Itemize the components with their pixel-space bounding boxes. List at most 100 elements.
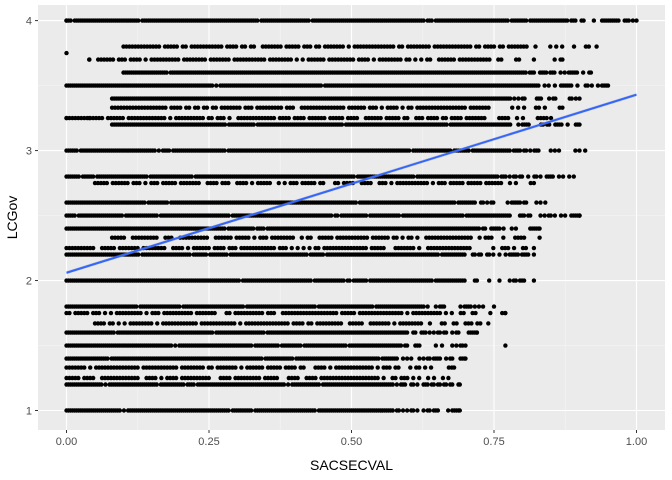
data-point <box>398 343 404 348</box>
data-point <box>528 148 533 153</box>
data-point <box>240 304 246 309</box>
data-point <box>577 122 582 127</box>
data-point <box>227 375 232 381</box>
data-point <box>497 252 502 257</box>
data-point <box>110 57 116 62</box>
data-point <box>394 235 399 240</box>
data-point <box>407 57 412 62</box>
data-point <box>400 408 406 413</box>
data-point <box>328 365 333 370</box>
data-point <box>179 245 185 251</box>
data-points <box>64 18 639 413</box>
data-point <box>478 252 484 257</box>
data-point <box>419 115 425 121</box>
data-point <box>375 365 380 370</box>
data-point <box>456 330 461 335</box>
data-point <box>363 245 369 251</box>
data-point <box>99 382 104 387</box>
data-point <box>538 96 544 101</box>
data-point <box>404 330 410 335</box>
data-point <box>375 375 380 381</box>
data-point <box>418 321 424 326</box>
data-point <box>204 235 210 240</box>
data-point <box>573 18 578 23</box>
data-point <box>85 310 90 316</box>
data-point <box>90 375 96 381</box>
data-point <box>144 174 149 179</box>
data-point <box>177 304 182 309</box>
data-point <box>538 213 543 218</box>
data-point <box>191 382 196 387</box>
data-point <box>413 330 418 335</box>
data-point <box>271 245 277 251</box>
data-point <box>501 235 506 240</box>
data-point <box>423 330 428 335</box>
data-point <box>429 18 434 23</box>
data-point <box>308 278 313 283</box>
data-point <box>526 122 531 127</box>
data-point <box>514 115 520 121</box>
data-point <box>259 310 265 316</box>
data-point <box>108 310 114 316</box>
data-point <box>274 375 280 381</box>
data-point <box>546 96 552 101</box>
data-point <box>122 57 128 62</box>
data-point <box>446 375 451 381</box>
data-point <box>536 83 541 88</box>
data-point <box>560 174 566 179</box>
data-point <box>421 356 426 361</box>
data-point <box>505 200 510 205</box>
data-point <box>411 375 416 381</box>
data-point <box>361 105 367 110</box>
data-point <box>463 343 468 348</box>
data-point <box>558 213 564 218</box>
data-point <box>424 180 430 186</box>
data-point <box>411 245 416 251</box>
data-point <box>105 356 110 361</box>
data-point <box>433 343 439 348</box>
data-point <box>581 18 586 23</box>
data-point <box>246 235 251 240</box>
data-point <box>513 174 519 179</box>
data-point <box>226 213 231 218</box>
data-point <box>96 310 102 316</box>
data-point <box>396 365 401 370</box>
data-point <box>409 235 414 240</box>
data-point <box>391 44 396 49</box>
data-point <box>242 44 248 49</box>
data-point <box>154 235 159 240</box>
data-point <box>290 356 295 361</box>
data-point <box>369 365 374 370</box>
data-point <box>222 226 227 231</box>
data-point <box>353 200 359 205</box>
data-point <box>392 321 397 326</box>
data-point <box>531 180 537 186</box>
data-point <box>542 83 547 88</box>
data-point <box>507 148 512 153</box>
data-point <box>64 115 69 121</box>
data-point <box>562 70 567 75</box>
data-point <box>421 304 426 309</box>
data-point <box>556 148 562 153</box>
data-point <box>486 321 491 326</box>
data-point <box>343 343 348 348</box>
data-point <box>538 200 543 205</box>
data-point <box>505 245 511 251</box>
x-tick-label: 0.00 <box>56 436 77 448</box>
data-point <box>206 375 211 381</box>
data-point <box>505 18 510 23</box>
data-point <box>491 252 496 257</box>
data-point <box>288 57 294 62</box>
data-point <box>122 321 127 326</box>
data-point <box>404 408 410 413</box>
data-point <box>111 330 116 335</box>
data-point <box>503 310 508 316</box>
data-point <box>101 321 107 326</box>
data-point <box>168 343 174 348</box>
data-point <box>472 200 478 205</box>
data-point <box>548 44 553 49</box>
data-point <box>415 235 420 240</box>
data-point <box>163 105 168 110</box>
data-point <box>522 96 527 101</box>
data-point <box>286 115 291 121</box>
